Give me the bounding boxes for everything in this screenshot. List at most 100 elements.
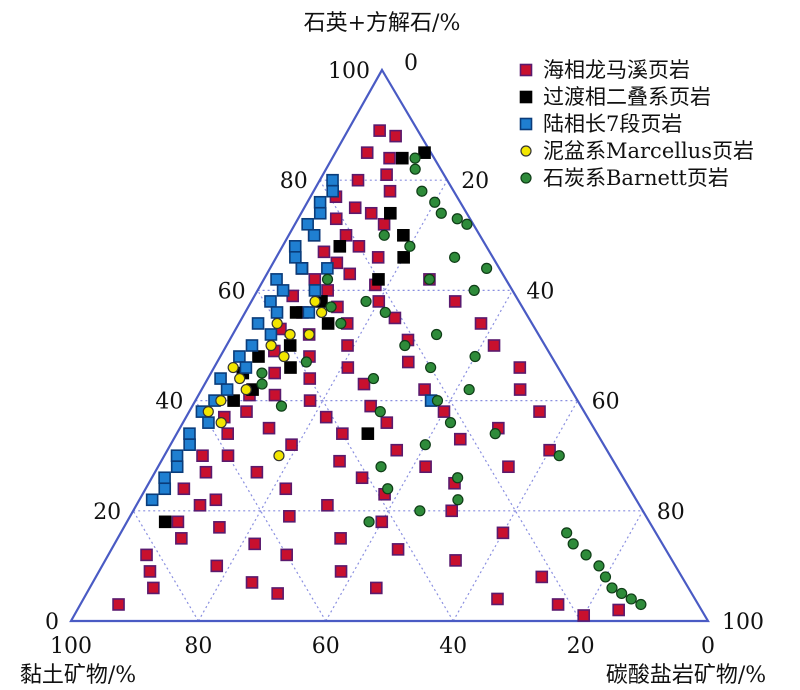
data-point <box>325 301 337 313</box>
data-point <box>270 273 283 286</box>
data-point <box>227 394 240 407</box>
left-edge-tick-label: 100 <box>328 59 370 84</box>
data-point <box>313 195 327 209</box>
data-point <box>449 554 462 567</box>
data-point <box>271 317 283 330</box>
data-point <box>343 267 357 281</box>
data-point <box>333 240 347 253</box>
data-point <box>414 505 426 517</box>
data-point <box>382 483 394 495</box>
data-point <box>289 306 303 319</box>
data-point <box>264 328 278 341</box>
data-point <box>245 339 259 352</box>
data-point <box>453 432 467 446</box>
data-point <box>430 328 443 341</box>
data-point <box>273 450 285 462</box>
data-point <box>513 383 527 396</box>
data-point <box>502 460 515 474</box>
grid-line <box>132 510 199 622</box>
data-point <box>256 367 268 379</box>
data-point <box>209 493 223 507</box>
data-point <box>251 317 265 330</box>
data-point <box>303 394 317 407</box>
data-point <box>561 527 573 539</box>
right-edge-tick-label: 80 <box>657 500 685 525</box>
data-point <box>302 306 316 319</box>
data-point <box>418 146 431 159</box>
data-point <box>321 498 334 512</box>
data-point <box>348 201 362 215</box>
data-point <box>384 206 397 220</box>
data-point <box>396 151 409 165</box>
data-point <box>215 395 227 407</box>
data-point <box>461 218 473 230</box>
data-point <box>221 427 234 440</box>
legend-label: 过渡相二叠系页岩 <box>543 85 711 109</box>
data-point <box>599 571 612 583</box>
legend-marker <box>519 63 533 77</box>
data-point <box>383 184 397 198</box>
data-point <box>221 449 235 463</box>
bottom-edge-tick-label: 20 <box>567 634 595 659</box>
data-point <box>333 454 346 468</box>
data-point <box>175 532 188 545</box>
data-point <box>612 603 625 617</box>
data-point <box>375 461 387 473</box>
data-point <box>391 543 405 556</box>
data-point <box>227 361 239 374</box>
data-point <box>288 240 302 253</box>
data-point <box>317 245 331 259</box>
data-point <box>513 361 527 374</box>
data-point <box>268 366 281 380</box>
left-edge-tick-label: 20 <box>93 500 121 525</box>
data-point <box>444 417 457 429</box>
data-point <box>112 598 125 611</box>
data-point <box>452 494 464 506</box>
data-point <box>321 273 334 285</box>
data-point <box>409 152 421 164</box>
data-point <box>220 383 234 396</box>
data-point <box>409 163 421 175</box>
data-point <box>276 284 290 297</box>
right-edge-tick-label: 0 <box>404 51 418 76</box>
data-point <box>183 427 196 440</box>
data-point <box>321 317 335 330</box>
data-point <box>360 146 374 159</box>
data-point <box>567 538 579 550</box>
data-point <box>468 284 480 296</box>
data-point <box>202 416 215 429</box>
data-point <box>313 206 327 220</box>
data-point <box>171 515 185 529</box>
grid-line <box>325 290 513 622</box>
top-axis-title: 石英+方解石/% <box>304 11 461 36</box>
data-point <box>429 196 441 208</box>
data-point <box>577 609 591 622</box>
right-edge-tick-label: 20 <box>461 169 489 194</box>
data-point <box>334 532 347 545</box>
data-point <box>215 417 227 429</box>
left-edge-tick-label: 40 <box>155 390 183 415</box>
data-point <box>140 548 153 562</box>
data-point <box>329 212 343 226</box>
data-point <box>268 388 282 402</box>
left-edge-tick-label: 0 <box>45 610 59 635</box>
data-point <box>431 395 444 407</box>
data-point <box>321 262 334 275</box>
data-point <box>397 251 410 264</box>
data-point <box>300 356 312 368</box>
data-point <box>170 460 184 474</box>
right-edge-tick-label: 40 <box>526 279 554 304</box>
data-point <box>390 443 404 457</box>
data-point <box>463 383 475 396</box>
data-point <box>370 581 383 595</box>
data-point <box>401 355 415 369</box>
data-point <box>360 295 372 308</box>
data-point <box>451 213 463 225</box>
data-point <box>319 410 333 424</box>
data-point <box>339 229 353 242</box>
data-point <box>264 295 277 308</box>
data-point <box>283 510 296 523</box>
data-point <box>580 549 592 561</box>
data-point <box>375 515 389 529</box>
data-point <box>445 504 459 518</box>
